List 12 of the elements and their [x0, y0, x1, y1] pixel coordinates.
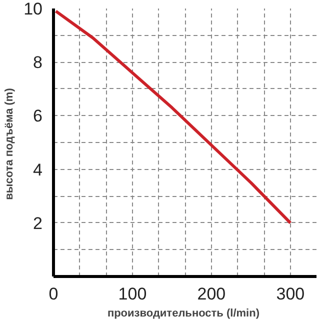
x-tick-label: 300: [276, 284, 305, 304]
y-tick-label: 6: [33, 106, 43, 126]
y-axis-title: высота подъёма (m): [4, 88, 16, 200]
x-tick-label: 0: [48, 284, 58, 304]
x-axis-title: производительность (l/min): [107, 308, 260, 320]
x-tick-label: 200: [197, 284, 226, 304]
x-tick-label: 100: [118, 284, 147, 304]
y-tick-label: 8: [33, 53, 43, 72]
y-tick-label: 4: [33, 160, 43, 180]
y-tick-label: 10: [24, 0, 43, 18]
y-tick-label: 2: [33, 214, 43, 233]
line-series: [54, 10, 292, 224]
